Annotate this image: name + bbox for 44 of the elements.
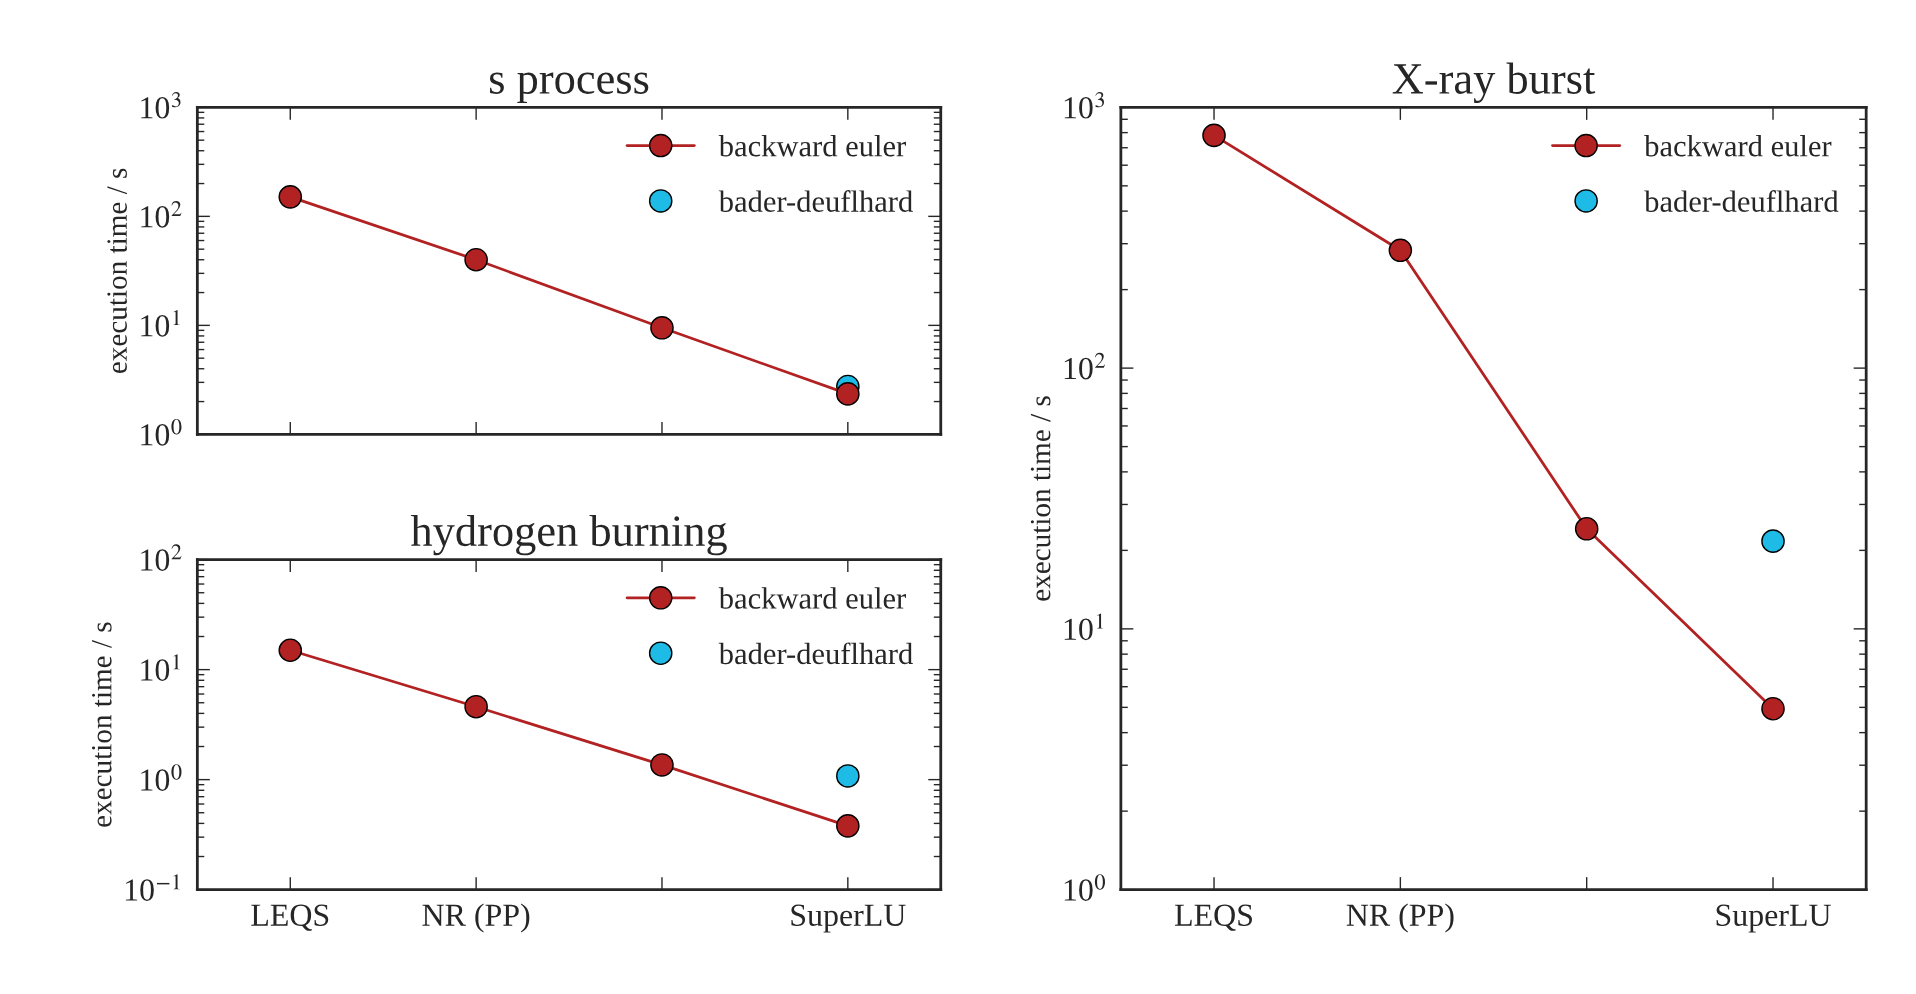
point (1202, 123, 1226, 148)
y-axis-title: execution time / s (92, 622, 112, 827)
point (464, 694, 488, 719)
point (836, 382, 860, 406)
x-tick-label: NR (PP) (422, 903, 530, 933)
point (650, 753, 674, 777)
point (650, 315, 674, 340)
x-tick-label: LEQS (251, 904, 329, 931)
point (1761, 696, 1785, 721)
legend-label: bader-deuflhard (1644, 190, 1839, 212)
point (1761, 529, 1785, 553)
x-tick-label: SuperLU (1716, 904, 1831, 933)
y-tick-label: 10$^{0}$ (141, 764, 182, 791)
y-tick-label: 10$^{1}$ (1064, 613, 1104, 641)
y-tick-label: 10$^{2}$ (141, 200, 182, 228)
y-tick-label: 10$^{0}$ (1064, 874, 1106, 901)
y-tick-label: 10$^{2}$ (141, 544, 182, 571)
y-tick-label: 10$^{1}$ (141, 654, 180, 681)
point (278, 185, 303, 209)
point (464, 247, 488, 272)
x-tick-label: SuperLU (791, 904, 906, 933)
point (1388, 238, 1413, 263)
legend-label: bader-deuflhard (718, 190, 913, 212)
chart-title: s process (490, 72, 649, 103)
x-tick-label: LEQS (1175, 904, 1252, 931)
legend-label: backward euler (718, 587, 906, 609)
point (836, 764, 860, 788)
x-tick-label: NR (PP) (1346, 903, 1454, 933)
point (278, 638, 303, 663)
y-tick-label: 10$^{−1}$ (125, 874, 180, 901)
chart-title: hydrogen burning (410, 514, 727, 556)
y-axis-title: execution time / s (1030, 396, 1051, 601)
y-tick-label: 10$^{3}$ (141, 91, 181, 119)
legend-label: bader-deuflhard (718, 642, 913, 665)
chart-title: X-ray burst (1392, 62, 1596, 104)
point (1574, 516, 1599, 541)
y-tick-label: 10$^{3}$ (1064, 91, 1104, 119)
point (836, 814, 860, 838)
legend-label: backward euler (718, 135, 906, 157)
y-tick-label: 10$^{2}$ (1064, 352, 1105, 380)
y-tick-label: 10$^{1}$ (141, 309, 180, 337)
y-axis-title: execution time / s (107, 168, 127, 373)
legend-label: backward euler (1644, 135, 1832, 157)
y-tick-label: 10$^{0}$ (141, 418, 182, 446)
